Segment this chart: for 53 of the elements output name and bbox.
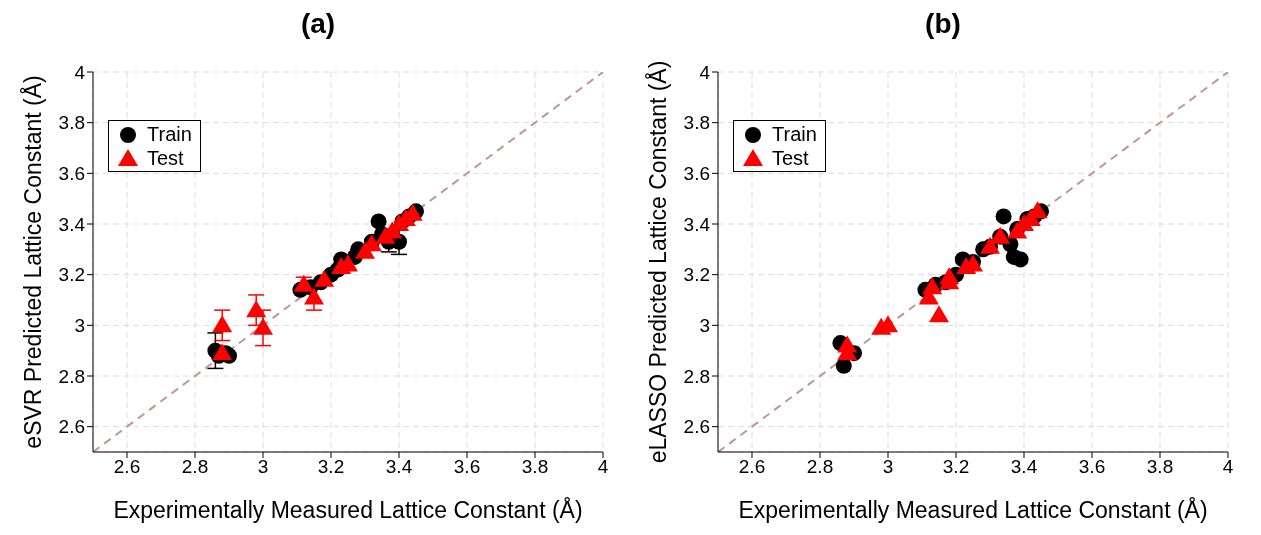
chart-title: (b) [924, 8, 962, 41]
y-tick-label: 3.8 [58, 112, 85, 134]
point [246, 300, 267, 318]
x-tick-label: 2.6 [738, 456, 766, 478]
x-tick-label: 2.6 [113, 456, 141, 478]
y-tick-label: 2.8 [58, 365, 85, 387]
point [995, 208, 1012, 225]
x-tick-label: 3 [257, 456, 269, 478]
y-tick-label: 2.6 [683, 416, 710, 438]
x-tick-label: 3 [882, 456, 894, 478]
y-tick-label: 3 [74, 315, 85, 337]
x-tick-label: 4 [1222, 456, 1234, 478]
x-tick-label: 4 [597, 456, 609, 478]
x-tick-label: 2.8 [806, 456, 834, 478]
y-tick-label: 3.8 [683, 112, 710, 134]
point [212, 343, 233, 361]
y-tick-label: 3.2 [58, 264, 85, 286]
x-tick-label: 3.2 [317, 456, 345, 478]
y-tick-label: 4 [699, 61, 711, 83]
x-tick-label: 3.6 [453, 456, 481, 478]
point [212, 315, 233, 333]
y-tick-label: 3.6 [683, 163, 710, 185]
point [293, 274, 314, 292]
x-tick-label: 3.2 [942, 456, 970, 478]
x-axis-title: Experimentally Measured Lattice Constant (Å) [738, 496, 1208, 524]
y-axis-title: eSVR Predicted Lattice Constant (Å) [19, 75, 47, 449]
x-tick-label: 3.4 [385, 456, 413, 478]
y-tick-label: 3 [699, 315, 710, 337]
y-tick-label: 3.4 [683, 213, 711, 235]
x-tick-label: 3.6 [1078, 456, 1106, 478]
point [253, 317, 273, 335]
legend-label: Train [772, 122, 817, 146]
y-tick-label: 3.2 [683, 264, 710, 286]
point [929, 305, 949, 323]
x-axis-title: Experimentally Measured Lattice Constant (Å) [113, 496, 583, 524]
point [1012, 251, 1029, 268]
point [304, 287, 324, 305]
x-tick-label: 2.8 [181, 456, 209, 478]
point [314, 269, 335, 287]
x-tick-label: 3.4 [1010, 456, 1038, 478]
y-tick-label: 3.6 [58, 163, 85, 185]
x-tick-label: 3.8 [521, 456, 549, 478]
y-tick-label: 3.4 [58, 213, 86, 235]
y-tick-label: 2.8 [683, 365, 710, 387]
y-tick-label: 2.6 [58, 416, 85, 438]
legend-label: Test [147, 146, 184, 170]
point [922, 277, 943, 295]
legend-label: Test [772, 146, 809, 170]
y-tick-label: 4 [74, 61, 86, 83]
x-tick-label: 3.8 [1146, 456, 1174, 478]
y-axis-title: eLASSO Predicted Lattice Constant (Å) [644, 60, 672, 464]
legend-label: Train [147, 122, 192, 146]
chart-title: (a) [299, 8, 337, 41]
